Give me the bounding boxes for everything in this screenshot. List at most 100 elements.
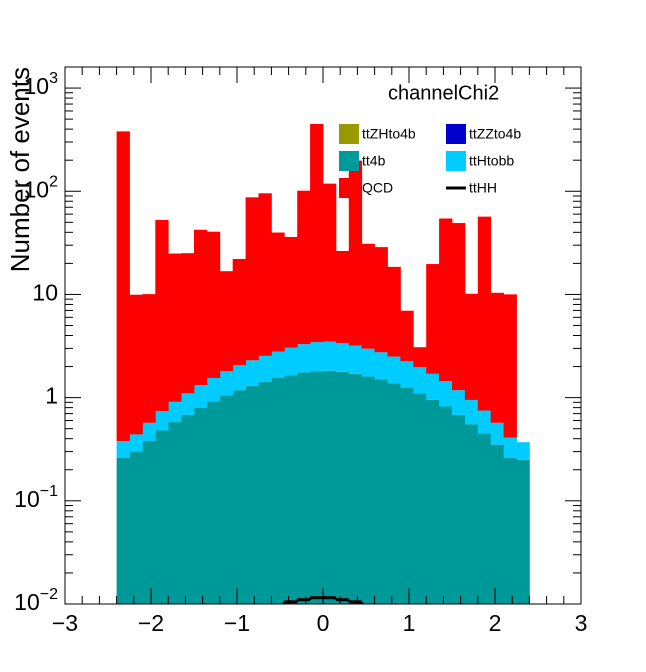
- histogram-bar: [297, 372, 311, 604]
- histogram-bar: [258, 193, 272, 356]
- histogram-bar: [348, 160, 363, 346]
- histogram-bar: [129, 294, 143, 435]
- histogram-bar: [297, 190, 311, 345]
- histogram-bar: [284, 375, 298, 604]
- y-tick-label: 102: [24, 173, 59, 202]
- histogram-bar: [142, 294, 156, 423]
- histogram-bar: [245, 360, 259, 386]
- legend-label: ttHH: [469, 180, 497, 196]
- x-tick-label: 2: [489, 610, 502, 636]
- histogram-bar: [323, 341, 337, 371]
- histogram-bar: [374, 247, 388, 353]
- legend-label: ttHtobb: [469, 153, 514, 169]
- histogram-bar: [194, 385, 208, 408]
- y-tick-label: 10−2: [14, 586, 58, 615]
- histogram-bar: [155, 219, 169, 412]
- histogram-bar: [129, 434, 143, 452]
- histogram-bar: [464, 399, 479, 425]
- histogram-bar: [335, 371, 350, 604]
- histogram-bar: [452, 414, 466, 604]
- x-tick-label: −1: [224, 610, 250, 636]
- histogram-bar: [361, 243, 375, 349]
- histogram-bar: [142, 440, 156, 604]
- histogram-bar: [413, 393, 427, 604]
- histogram-bar: [477, 433, 492, 604]
- histogram-bar: [310, 342, 324, 372]
- histogram-bar: [503, 294, 517, 438]
- histogram-bar: [361, 376, 375, 604]
- y-tick-label: 1: [45, 383, 58, 409]
- y-tick-label: 103: [24, 70, 59, 99]
- histogram-bar: [400, 361, 414, 388]
- y-tick-label: 10−1: [14, 483, 58, 512]
- histogram-bar: [310, 124, 324, 343]
- histogram-bar: [155, 411, 169, 431]
- histogram-bar: [284, 236, 298, 348]
- x-tick-label: −3: [52, 610, 78, 636]
- histogram-bar: [387, 383, 401, 604]
- histogram-bar: [464, 424, 479, 604]
- y-tick-base: 10: [24, 73, 50, 99]
- histogram-bar: [361, 348, 375, 377]
- legend-label: ttZZto4b: [469, 126, 521, 142]
- histogram-bar: [426, 264, 440, 374]
- histogram-bar: [258, 355, 272, 382]
- histogram-bar: [503, 457, 517, 604]
- histogram-bar: [439, 218, 453, 382]
- histogram-bar: [271, 351, 285, 378]
- histogram-bar: [335, 343, 350, 372]
- histogram-bar: [503, 437, 517, 458]
- histogram-bar: [219, 271, 234, 372]
- legend-swatch: [339, 151, 359, 171]
- legend-label: tt4b: [362, 153, 386, 169]
- histogram-bar: [194, 229, 208, 386]
- histogram-bar: [490, 444, 504, 604]
- legend-label: ttZHto4b: [362, 126, 416, 142]
- histogram-bar: [245, 385, 259, 604]
- histogram-bar: [206, 231, 221, 378]
- histogram-bar: [426, 399, 440, 604]
- histogram-bar: [516, 459, 530, 604]
- histogram-bar: [297, 344, 311, 373]
- histogram-bar: [219, 371, 234, 396]
- histogram-bar: [323, 370, 337, 604]
- histogram-bar: [426, 373, 440, 400]
- histogram-bar: [206, 377, 221, 402]
- histogram-bar: [452, 390, 466, 415]
- legend-swatch: [446, 124, 466, 144]
- y-tick-base: 10: [24, 176, 50, 202]
- legend-swatch: [446, 151, 466, 171]
- histogram-bar: [490, 422, 504, 445]
- y-tick-exponent: 3: [49, 70, 58, 87]
- histogram-bar: [439, 381, 453, 407]
- histogram-bar: [413, 347, 427, 368]
- histogram-bar: [400, 387, 414, 604]
- histogram-bar: [413, 367, 427, 394]
- legend-title: channelChi2: [388, 82, 499, 104]
- histogram-bar: [271, 232, 285, 352]
- histogram-bar: [490, 292, 504, 423]
- y-tick-exponent: −2: [40, 586, 58, 603]
- histogram-bar: [374, 352, 388, 380]
- histogram-bar: [116, 440, 130, 458]
- y-axis-title: Number of events: [5, 67, 35, 272]
- histogram-bar: [258, 381, 272, 604]
- histogram-bar: [181, 393, 195, 415]
- histogram-bar: [168, 253, 182, 402]
- histogram-bar: [181, 253, 195, 394]
- histogram-bar: [116, 131, 130, 441]
- histogram-bar: [516, 442, 530, 460]
- histogram-bar: [387, 266, 401, 357]
- histogram-bar: [168, 422, 182, 604]
- x-tick-label: 1: [403, 610, 416, 636]
- y-tick-label: 10: [32, 280, 58, 306]
- x-tick-label: −2: [138, 610, 164, 636]
- y-tick-exponent: −1: [40, 483, 58, 500]
- histogram-bar: [155, 430, 169, 604]
- histogram-bar: [348, 345, 363, 374]
- legend-swatch: [339, 124, 359, 144]
- histogram-bar: [194, 407, 208, 604]
- histogram-bar: [464, 293, 479, 400]
- histogram-bar: [206, 401, 221, 604]
